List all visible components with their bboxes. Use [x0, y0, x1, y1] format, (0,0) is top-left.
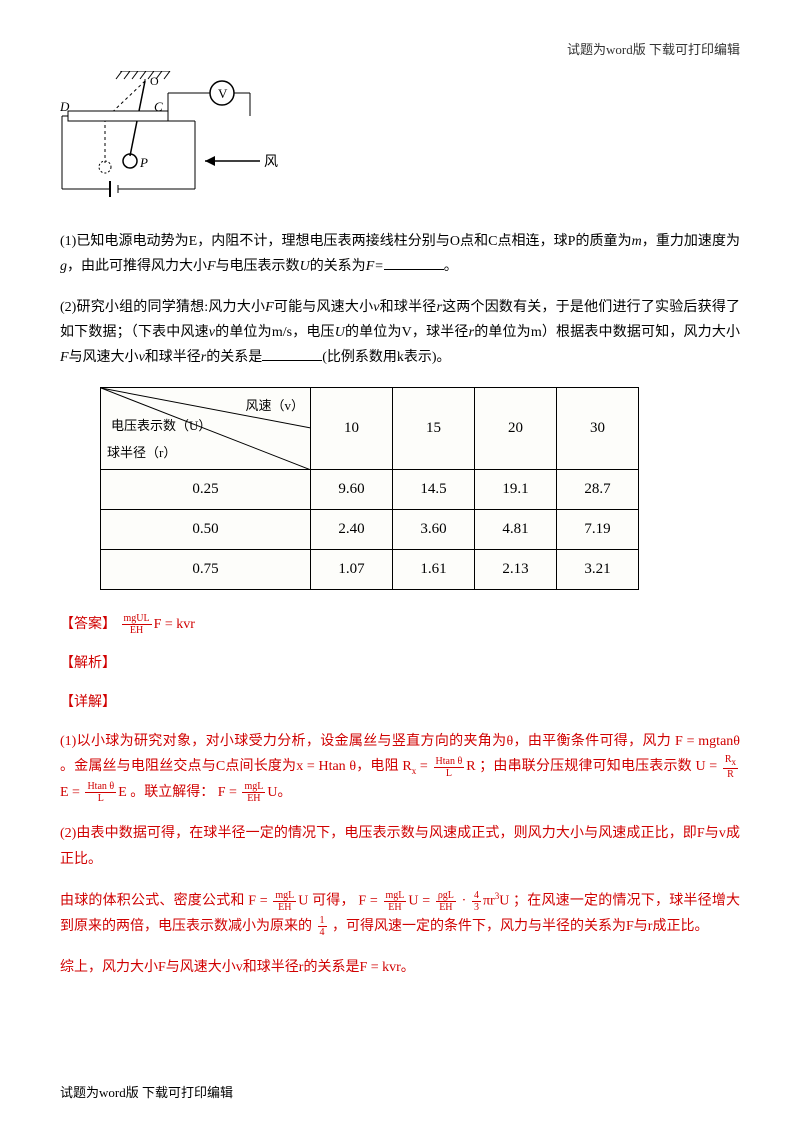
detail-3: 由球的体积公式、密度公式和 F = mgLEHU 可得， F = mgLEHU … [60, 888, 740, 939]
svg-text:O: O [150, 74, 159, 88]
detail-2: (2)由表中数据可得，在球半径一定的情况下，电压表示数与风速成正式，则风力大小与… [60, 821, 740, 871]
table-row: 0.502.403.604.817.19 [101, 509, 639, 549]
circuit-diagram: O P D C [60, 71, 740, 210]
question-1: (1)已知电源电动势为E，内阻不计，理想电压表两接线柱分别与O点和C点相连，球P… [60, 229, 740, 279]
table-header-row: 风速（v） 电压表示数（U） 球半径（r） 10 15 20 30 [101, 387, 639, 469]
svg-text:P: P [139, 155, 148, 170]
svg-text:D: D [60, 99, 70, 114]
table-row: 0.751.071.612.133.21 [101, 549, 639, 589]
svg-text:V: V [218, 86, 228, 101]
svg-text:风: 风 [264, 155, 278, 170]
detail-label: 【详解】 [60, 690, 740, 715]
detail-1: (1)以小球为研究对象，对小球受力分析，设金属丝与竖直方向的夹角为θ，由平衡条件… [60, 729, 740, 805]
blank-1 [384, 256, 444, 270]
table-row: 0.259.6014.519.128.7 [101, 469, 639, 509]
detail-4: 综上，风力大小F与风速大小v和球半径r的关系是F = kvr。 [60, 955, 740, 980]
answer-block: 【答案】 mgULEHF = kvr [60, 612, 740, 637]
header-note: 试题为word版 下载可打印编辑 [60, 38, 740, 61]
blank-2 [262, 347, 322, 361]
footer-note: 试题为word版 下载可打印编辑 [60, 1081, 233, 1104]
explain-label: 【解析】 [60, 651, 740, 676]
question-2: (2)研究小组的同学猜想:风力大小F可能与风速大小v和球半径r这两个因数有关，于… [60, 295, 740, 371]
svg-text:C: C [154, 99, 163, 114]
data-table: 风速（v） 电压表示数（U） 球半径（r） 10 15 20 30 0.259.… [100, 387, 639, 590]
